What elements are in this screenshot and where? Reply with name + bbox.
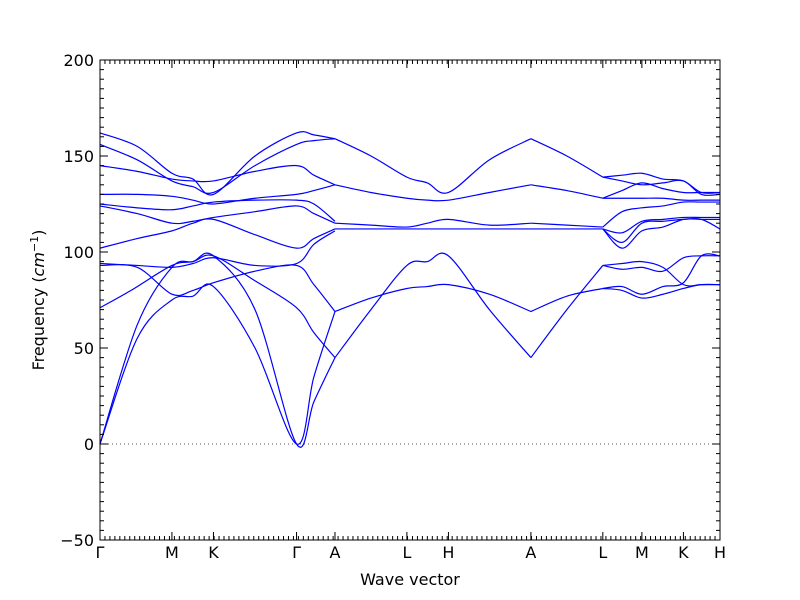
band-line-25: [602, 283, 721, 299]
band-line-15: [334, 218, 531, 228]
x-tick-label: M: [635, 543, 649, 562]
plot-frame: [99, 59, 721, 541]
x-tick-label: A: [525, 543, 536, 562]
band-line-26: [602, 253, 721, 295]
y-axis-title: Frequency (cm−1): [28, 230, 49, 371]
axes: −50 0 50 100 150 200 Γ M K Γ A L H A L M K H: [60, 51, 726, 562]
band-line-16: [334, 184, 532, 202]
band-line-29: [602, 201, 720, 228]
band-line-34: [602, 217, 721, 244]
y-axis-title-close: ): [29, 230, 48, 236]
plot-area: [99, 131, 721, 448]
y-tick-label: 150: [63, 147, 94, 166]
band-line-9: [99, 164, 336, 186]
band-line-19: [530, 287, 603, 313]
y-tick-label: 200: [63, 51, 94, 70]
band-line-22: [530, 184, 603, 199]
y-tick-label: 50: [74, 339, 94, 358]
band-line-12: [334, 252, 532, 358]
y-axis-title-unit: cm: [29, 252, 48, 276]
x-axis-title: Wave vector: [360, 570, 460, 589]
band-line-24: [602, 260, 721, 287]
band-line-23: [530, 138, 604, 178]
band-line-8: [99, 184, 336, 205]
band-line-13: [334, 283, 532, 313]
band-line-11: [99, 131, 336, 196]
x-tick-label: A: [330, 543, 341, 562]
band-line-35: [602, 197, 720, 201]
x-tick-label: L: [402, 543, 411, 562]
band-line-5: [99, 218, 336, 249]
band-line-27: [602, 255, 721, 273]
y-tick-label: 100: [63, 243, 94, 262]
x-tick-label: M: [165, 543, 179, 562]
band-line-10: [99, 138, 336, 194]
band-line-32: [602, 176, 721, 196]
x-tick-label: H: [442, 543, 454, 562]
x-tick-label: L: [598, 543, 607, 562]
band-line-18: [530, 265, 604, 358]
band-line-31: [602, 172, 721, 194]
x-tick-label: Γ: [292, 543, 301, 562]
band-line-21: [530, 222, 603, 228]
band-line-4: [99, 230, 336, 268]
y-axis-title-unit-exponent: −1: [28, 236, 41, 252]
y-axis-title-main: Frequency (: [29, 276, 48, 370]
band-line-1: [99, 283, 336, 445]
x-tick-label: K: [208, 543, 219, 562]
band-line-3: [99, 264, 336, 312]
band-line-33: [602, 216, 720, 234]
y-tick-label: −50: [60, 531, 94, 550]
y-tick-label: 0: [84, 435, 94, 454]
band-line-2: [99, 254, 336, 358]
x-tick-label: H: [714, 543, 726, 562]
band-line-17: [334, 138, 532, 194]
x-tick-label: K: [678, 543, 689, 562]
band-line-7: [99, 199, 336, 222]
band-line-6: [99, 205, 336, 225]
x-tick-label: Γ: [96, 543, 105, 562]
band-line-0: [99, 252, 336, 448]
band-line-30: [602, 182, 720, 199]
